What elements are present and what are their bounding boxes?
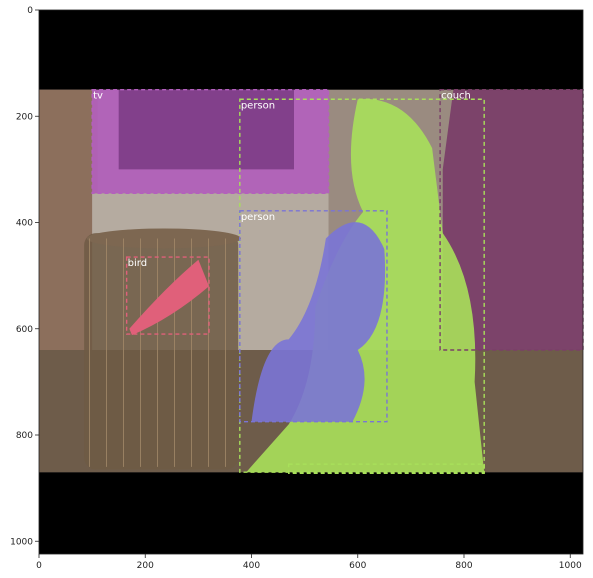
detection-label: person <box>241 212 275 223</box>
x-tick-label: 0 <box>36 561 42 571</box>
detection-box <box>91 88 330 194</box>
image-panel: tv person person bird couch <box>38 9 584 555</box>
x-tick-label: 800 <box>455 561 472 571</box>
axes-frame <box>38 9 584 555</box>
y-tick-label: 200 <box>16 112 33 122</box>
detection-box <box>239 98 485 473</box>
detection-box <box>287 463 485 474</box>
detection-label: couch <box>441 91 471 102</box>
detection-label: tv <box>93 91 103 102</box>
x-tick-label: 200 <box>137 561 154 571</box>
y-tick-label: 0 <box>27 6 33 16</box>
y-tick-label: 1000 <box>10 537 33 547</box>
detection-box <box>239 210 388 423</box>
couch-shape <box>442 89 583 350</box>
bird-shape <box>129 259 209 336</box>
tv-screen <box>118 89 294 170</box>
y-tick-label: 400 <box>16 219 33 229</box>
x-axis: 0 200 400 600 800 1000 <box>36 554 582 571</box>
scene-shapes <box>39 89 583 473</box>
detection-box <box>125 256 210 335</box>
x-tick-label: 400 <box>243 561 260 571</box>
y-axis: 0 200 400 600 800 1000 <box>10 6 39 547</box>
y-tick-label: 600 <box>16 325 33 335</box>
cage-top <box>86 228 241 249</box>
bird-cage <box>84 233 239 470</box>
baby-person-shape <box>251 222 386 422</box>
x-tick-label: 600 <box>349 561 366 571</box>
x-tick-label: 1000 <box>559 561 582 571</box>
y-tick-label: 800 <box>16 431 33 441</box>
detection-label: bird <box>128 258 147 269</box>
detection-label: person <box>241 100 275 111</box>
